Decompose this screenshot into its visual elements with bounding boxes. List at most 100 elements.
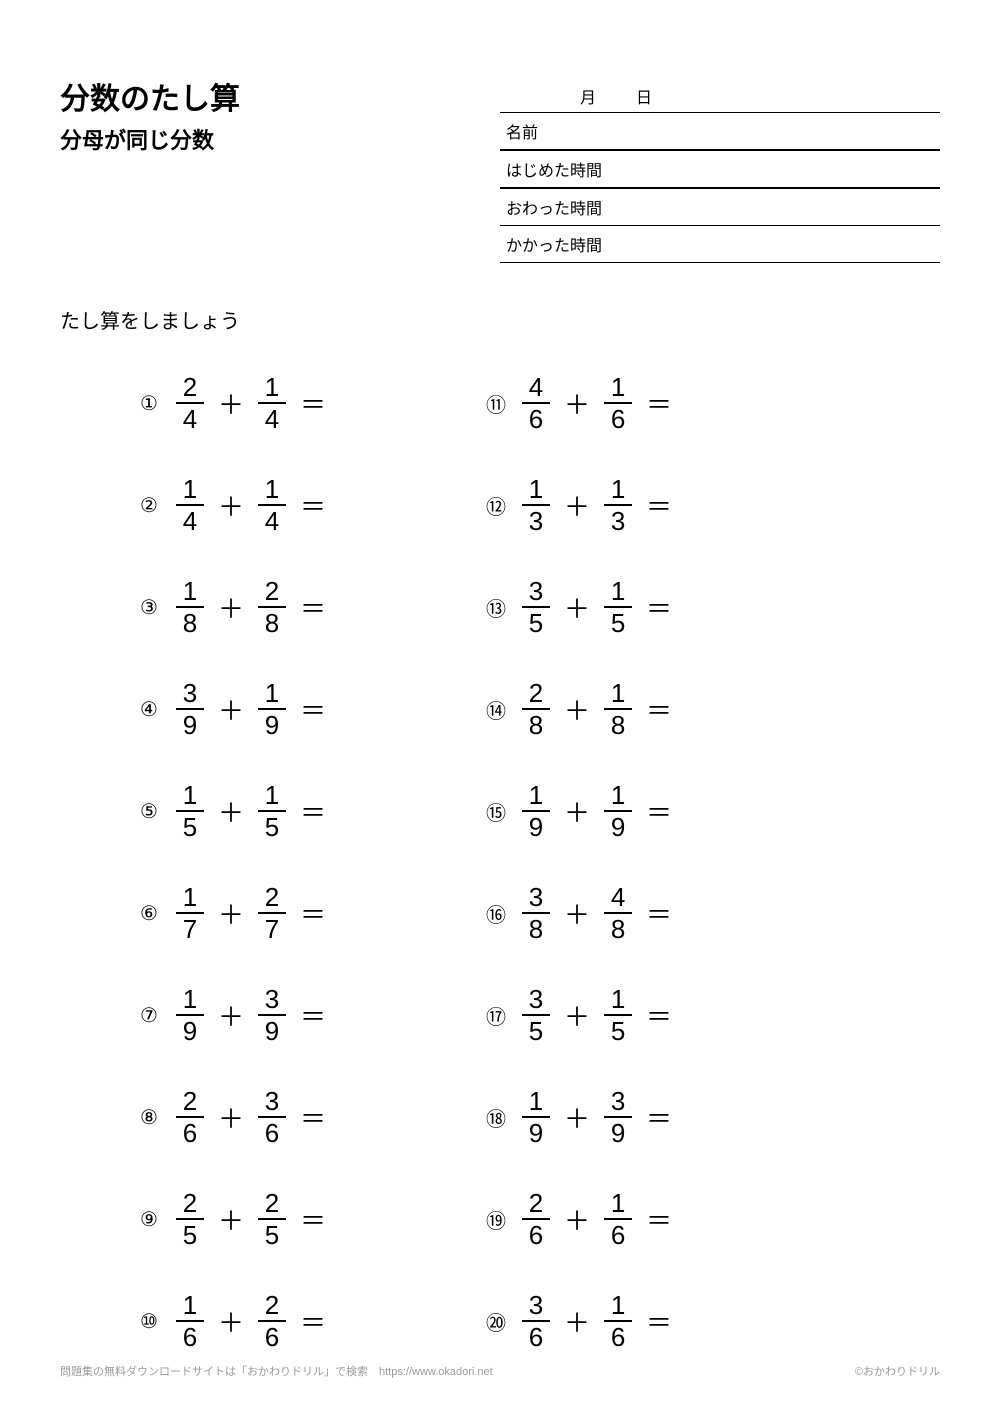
equals-sign: ＝ [300,1099,326,1136]
fraction: 14 [258,374,286,432]
problem-number: ⑮ [486,797,518,826]
equals-sign: ＝ [300,589,326,626]
problem-number: ⑤ [140,799,172,824]
fraction: 46 [522,374,550,432]
problem-row: ⑨25＋25＝ [140,1190,326,1248]
fraction: 19 [604,782,632,840]
numerator: 1 [605,1292,631,1320]
denominator: 6 [177,1322,203,1350]
denominator: 4 [177,506,203,534]
start-label: はじめた時間 [506,163,602,180]
equals-sign: ＝ [300,895,326,932]
numerator: 2 [259,1190,285,1218]
problem-number: ⑲ [486,1205,518,1234]
problem-row: ⑥17＋27＝ [140,884,326,942]
fraction: 36 [258,1088,286,1146]
denominator: 5 [523,1016,549,1044]
denominator: 5 [605,1016,631,1044]
numerator: 1 [523,476,549,504]
denominator: 6 [523,404,549,432]
plus-sign: ＋ [218,691,244,728]
problem-row: ②14＋14＝ [140,476,326,534]
right-column: ⑪46＋16＝⑫13＋13＝⑬35＋15＝⑭28＋18＝⑮19＋19＝⑯38＋4… [486,374,672,1350]
problem-row: ⑬35＋15＝ [486,578,672,636]
numerator: 1 [605,578,631,606]
denominator: 8 [605,710,631,738]
fraction: 17 [176,884,204,942]
denominator: 6 [605,1322,631,1350]
numerator: 2 [523,1190,549,1218]
fraction: 39 [258,986,286,1044]
problem-row: ⑦19＋39＝ [140,986,326,1044]
name-label: 名前 [506,125,538,142]
denominator: 6 [177,1118,203,1146]
numerator: 1 [605,986,631,1014]
problem-row: ⑰35＋15＝ [486,986,672,1044]
equals-sign: ＝ [646,1303,672,1340]
problem-row: ①24＋14＝ [140,374,326,432]
footer-right: ©おかわりドリル [855,1363,940,1379]
fraction: 35 [522,578,550,636]
fraction: 14 [176,476,204,534]
denominator: 6 [259,1118,285,1146]
equals-sign: ＝ [646,895,672,932]
problem-row: ④39＋19＝ [140,680,326,738]
footer: 問題集の無料ダウンロードサイトは「おかわりドリル」で検索 https://www… [60,1363,940,1379]
denominator: 8 [177,608,203,636]
numerator: 1 [259,782,285,810]
problem-row: ⑫13＋13＝ [486,476,672,534]
denominator: 5 [259,812,285,840]
problem-number: ③ [140,595,172,620]
problem-number: ⑪ [486,389,518,418]
denominator: 3 [523,506,549,534]
problem-number: ⑯ [486,899,518,928]
plus-sign: ＋ [218,793,244,830]
plus-sign: ＋ [218,1099,244,1136]
fraction: 24 [176,374,204,432]
numerator: 1 [605,680,631,708]
plus-sign: ＋ [218,1201,244,1238]
numerator: 2 [177,374,203,402]
plus-sign: ＋ [218,997,244,1034]
problem-number: ⑱ [486,1103,518,1132]
equals-sign: ＝ [646,385,672,422]
problem-row: ⑪46＋16＝ [486,374,672,432]
fraction: 19 [258,680,286,738]
equals-sign: ＝ [646,793,672,830]
numerator: 1 [523,1088,549,1116]
fraction: 16 [176,1292,204,1350]
elapsed-label: かかった時間 [506,238,602,255]
numerator: 3 [177,680,203,708]
problem-number: ⑨ [140,1207,172,1232]
fraction: 39 [176,680,204,738]
denominator: 9 [177,1016,203,1044]
numerator: 1 [523,782,549,810]
numerator: 1 [605,782,631,810]
numerator: 1 [605,374,631,402]
problem-number: ⑰ [486,1001,518,1030]
problem-number: ⑧ [140,1105,172,1130]
page-subtitle: 分母が同じ分数 [60,123,500,155]
fraction: 19 [522,782,550,840]
numerator: 3 [523,1292,549,1320]
fraction: 16 [604,374,632,432]
problem-number: ⑭ [486,695,518,724]
plus-sign: ＋ [564,589,590,626]
fraction: 18 [604,680,632,738]
plus-sign: ＋ [218,895,244,932]
denominator: 8 [523,710,549,738]
fraction: 28 [258,578,286,636]
start-row: はじめた時間 [500,151,940,189]
equals-sign: ＝ [646,1099,672,1136]
fraction: 16 [604,1190,632,1248]
numerator: 4 [605,884,631,912]
denominator: 9 [523,812,549,840]
fraction: 36 [522,1292,550,1350]
numerator: 2 [523,680,549,708]
plus-sign: ＋ [218,385,244,422]
numerator: 2 [259,884,285,912]
equals-sign: ＝ [646,589,672,626]
plus-sign: ＋ [564,1303,590,1340]
meta-block: 月 日 名前 はじめた時間 おわった時間 かかった時間 [500,80,940,263]
denominator: 6 [605,1220,631,1248]
